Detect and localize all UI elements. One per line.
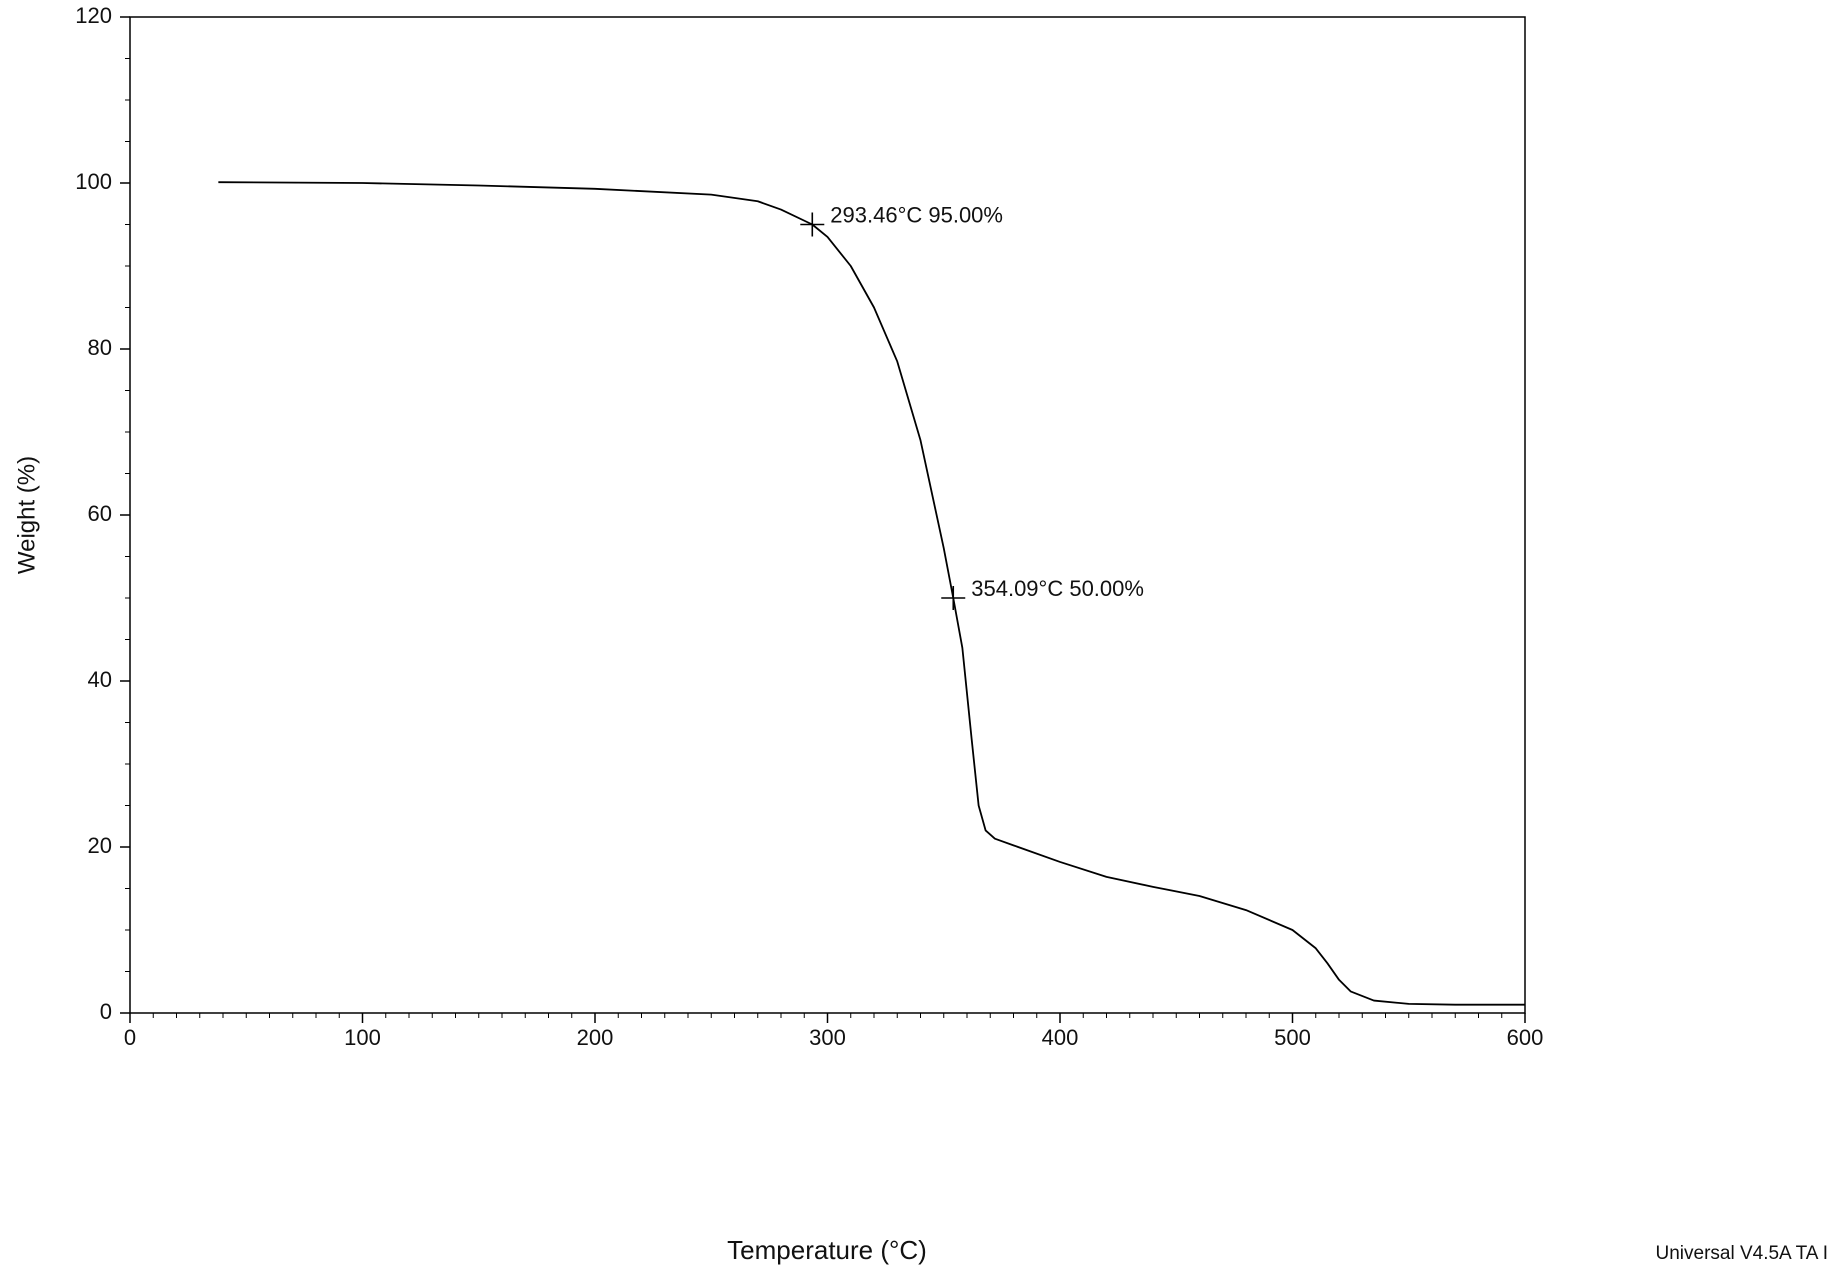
y-tick-label: 0 <box>100 999 112 1024</box>
annotation-label: 354.09°C 50.00% <box>971 576 1144 601</box>
x-tick-label: 100 <box>344 1025 381 1050</box>
footer: Universal V4.5A TA I <box>1656 1243 1829 1264</box>
x-tick-label: 200 <box>577 1025 614 1050</box>
y-tick-label: 120 <box>75 3 112 28</box>
x-tick-label: 300 <box>809 1025 846 1050</box>
y-tick-label: 40 <box>88 667 112 692</box>
y-axis-label: Weight (%) <box>13 456 40 574</box>
x-axis-label: Temperature (°C) <box>727 1235 927 1265</box>
x-tick-label: 500 <box>1274 1025 1311 1050</box>
y-tick-label: 60 <box>88 501 112 526</box>
plot-frame <box>129 16 1526 1014</box>
data-line <box>218 181 1525 1006</box>
x-tick-label: 0 <box>124 1025 136 1050</box>
y-tick-label: 20 <box>88 833 112 858</box>
y-tick-label: 80 <box>88 335 112 360</box>
annotation-marker <box>800 212 825 237</box>
annotation-marker <box>941 586 966 610</box>
y-tick-label: 100 <box>75 169 112 194</box>
x-tick-label: 600 <box>1507 1025 1544 1050</box>
x-tick-label: 400 <box>1042 1025 1079 1050</box>
annotation-label: 293.46°C 95.00% <box>830 202 1003 227</box>
